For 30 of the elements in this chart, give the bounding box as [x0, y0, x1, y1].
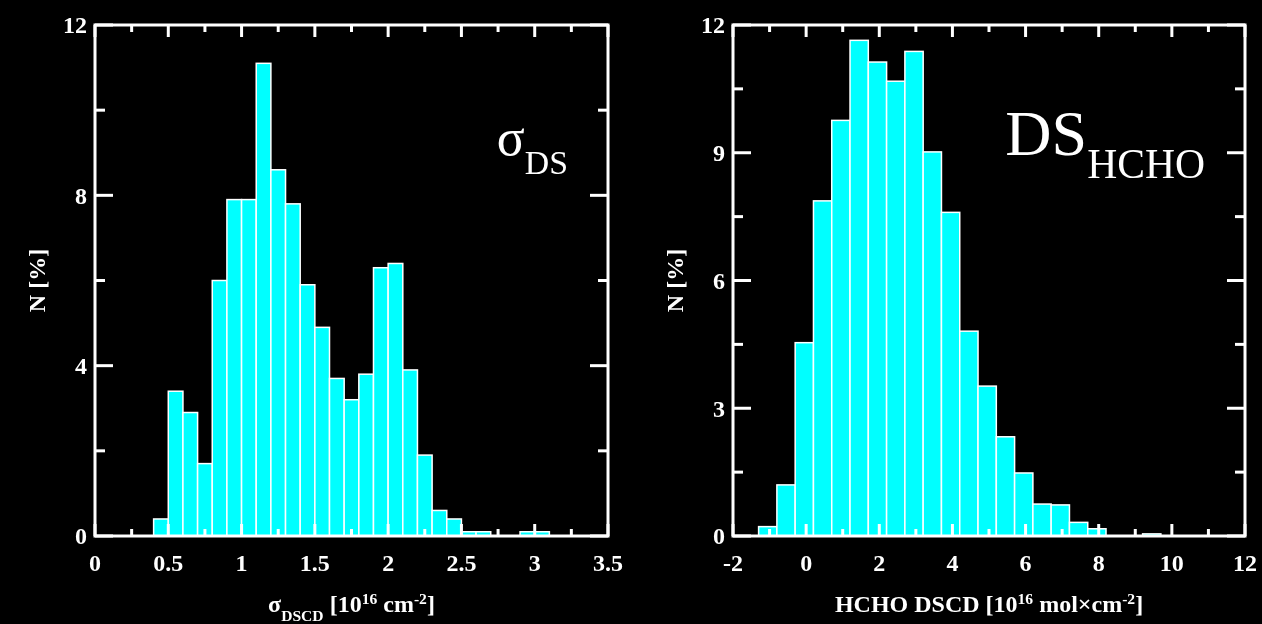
x-tick-label: -2 [723, 550, 743, 576]
x-tick-label: 3 [528, 550, 541, 576]
x-tick-label: 2 [873, 550, 886, 576]
x-axis-title: HCHO DSCD [10$^{16}$ mol×cm$^{-2}$] [834, 589, 1144, 617]
x-tick-label: 1 [235, 550, 248, 576]
x-tick-label: 2.5 [446, 550, 477, 576]
x-tick-label: 0.5 [153, 550, 184, 576]
x-tick-label: 6 [1019, 550, 1032, 576]
x-tick-label: 4 [946, 550, 959, 576]
x-tick-label: 10 [1159, 550, 1184, 576]
y-tick-label: 0 [75, 523, 87, 550]
annotation: DS$_{HCHO}$ [1005, 98, 1205, 187]
y-tick-label: 6 [713, 267, 725, 294]
y-tick-label: 8 [75, 182, 87, 209]
x-tick-label: 8 [1092, 550, 1105, 576]
y-tick-label: 3 [713, 395, 725, 422]
x-tick-label: 1.5 [299, 550, 330, 576]
y-axis-title: N [%] [662, 248, 688, 313]
x-tick-label: 3.5 [593, 550, 623, 576]
y-tick-label: 0 [713, 523, 725, 550]
annotation: σ$_{DS}$ [496, 109, 568, 181]
x-tick-label: 12 [1233, 550, 1257, 576]
x-tick-label: 2 [382, 550, 395, 576]
x-tick-label: 0 [800, 550, 813, 576]
y-tick-label: 4 [75, 353, 87, 380]
y-axis-title: N [%] [24, 248, 50, 313]
y-tick-label: 12 [63, 12, 87, 39]
x-axis-title: σ$_{DSCD}$ [10$^{16}$ cm$^{-2}$] [268, 589, 435, 624]
y-tick-label: 9 [713, 140, 725, 167]
y-tick-label: 12 [701, 12, 725, 39]
